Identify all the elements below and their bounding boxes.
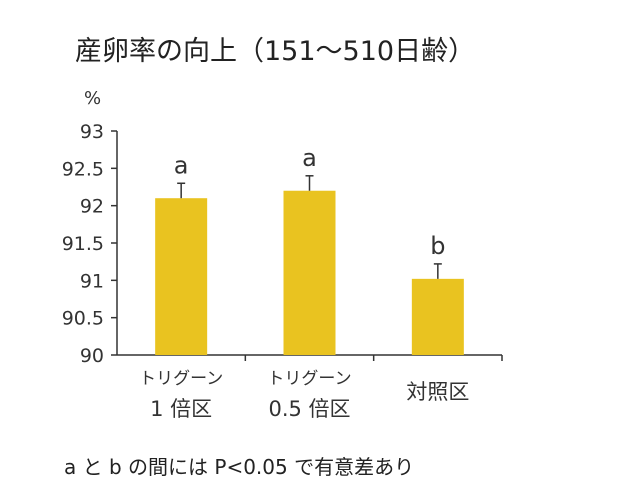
y-tick-label: 91.5 (62, 233, 104, 255)
category-label-line1: トリグーン (267, 369, 351, 389)
significance-label: b (430, 232, 445, 260)
y-tick-label: 92 (80, 196, 104, 218)
footnote: a と b の間には P<0.05 で有意差あり (64, 455, 414, 479)
bar (283, 190, 336, 355)
bar (411, 278, 464, 355)
category-label-line1: トリグーン (139, 369, 223, 389)
y-axis-unit: % (84, 88, 101, 109)
chart-title: 産卵率の向上（151〜510日齢） (75, 36, 475, 67)
y-tick-label: 93 (80, 121, 104, 143)
bar (155, 198, 208, 355)
y-tick-label: 90 (80, 345, 104, 367)
category-label-line2: 0.5 倍区 (268, 397, 350, 421)
category-label: 対照区 (406, 380, 469, 404)
significance-label: a (174, 151, 189, 179)
category-label-line2: 1 倍区 (150, 397, 212, 421)
y-tick-label: 92.5 (62, 158, 104, 180)
significance-label: a (302, 144, 317, 172)
bars: a a b (155, 144, 464, 355)
y-tick-label: 90.5 (62, 308, 104, 330)
y-tick-label: 91 (80, 270, 104, 292)
x-axis-categories: トリグーン 1 倍区 トリグーン 0.5 倍区 対照区 (139, 355, 503, 421)
y-axis-ticks: 90 90.5 91 91.5 92 92.5 93 (62, 121, 117, 367)
